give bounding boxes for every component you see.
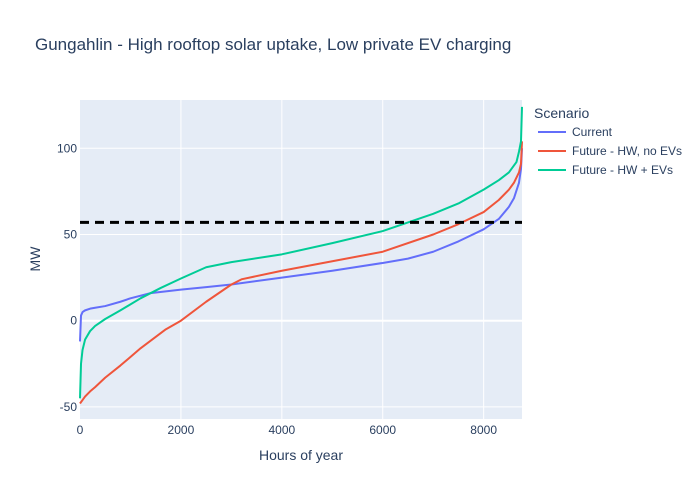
y-axis-title: MW [27, 246, 43, 272]
x-tick-label: 8000 [470, 423, 497, 437]
x-tick-label: 2000 [168, 423, 195, 437]
series-line [79, 106, 523, 399]
legend-label: Current [572, 125, 613, 139]
axis-ticks: 0 2000 4000 6000 8000 -50 0 50 100 [57, 141, 497, 437]
series-line [79, 148, 523, 342]
y-tick-label: 100 [57, 141, 77, 155]
legend: Scenario Current Future - HW, no EVs Futur… [534, 105, 682, 177]
legend-label: Future - HW + EVs [572, 163, 673, 177]
plot-area [80, 100, 522, 419]
chart-title: Gungahlin - High rooftop solar uptake, L… [35, 35, 511, 54]
x-tick-label: 4000 [268, 423, 295, 437]
x-tick-label: 0 [77, 423, 84, 437]
series-line [79, 141, 523, 405]
y-tick-label: 50 [64, 227, 78, 241]
legend-title: Scenario [534, 105, 589, 121]
legend-label: Future - HW, no EVs [572, 144, 682, 158]
grid [80, 100, 522, 419]
x-axis-title: Hours of year [259, 447, 343, 463]
series-lines [79, 106, 523, 405]
x-tick-label: 6000 [369, 423, 396, 437]
y-tick-label: -50 [60, 400, 78, 414]
y-tick-label: 0 [70, 314, 77, 328]
